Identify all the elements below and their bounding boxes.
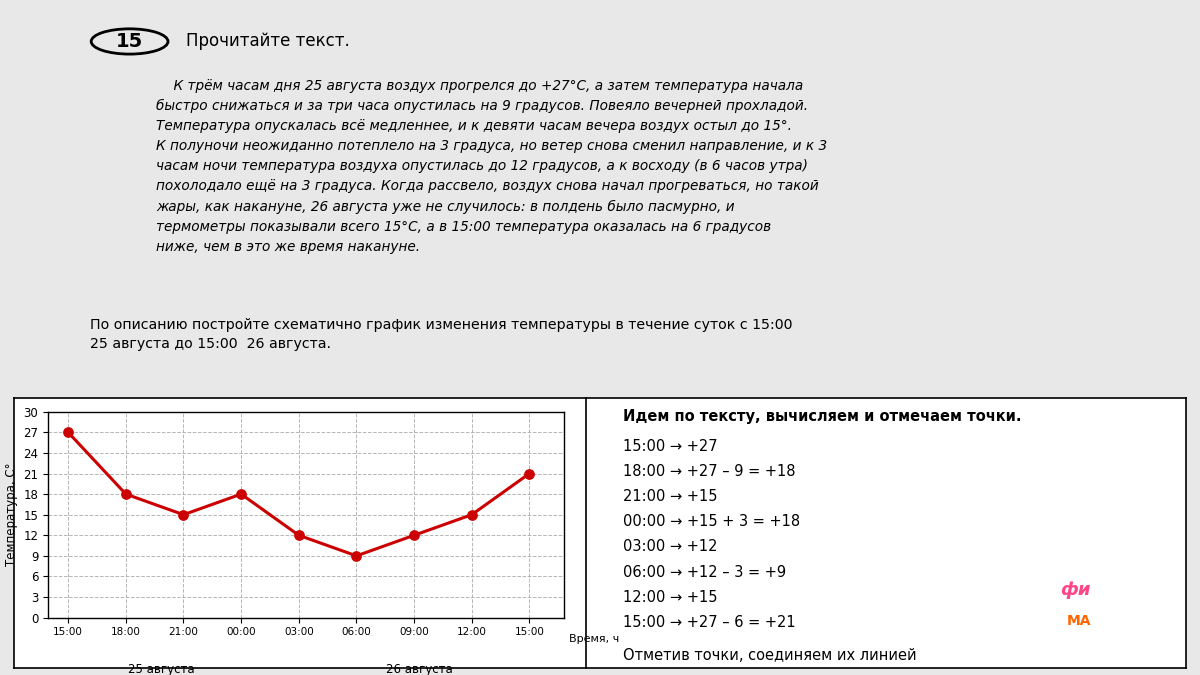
Text: Время, ч: Время, ч xyxy=(569,634,619,644)
Text: 25 августа: 25 августа xyxy=(128,663,194,675)
Point xyxy=(174,509,193,520)
Text: 26 августа: 26 августа xyxy=(386,663,452,675)
Point xyxy=(404,530,424,541)
Text: 15:00 → +27: 15:00 → +27 xyxy=(623,439,718,454)
Text: Отметив точки, соединяем их линией: Отметив точки, соединяем их линией xyxy=(623,647,917,663)
Text: Идем по тексту, вычисляем и отмечаем точки.: Идем по тексту, вычисляем и отмечаем точ… xyxy=(623,409,1021,425)
Text: ИНФИЗМАТ: ИНФИЗМАТ xyxy=(1064,649,1124,659)
Text: 06:00 → +12 – 3 = +9: 06:00 → +12 – 3 = +9 xyxy=(623,564,786,580)
Text: По описанию постройте схематично график изменения температуры в течение суток с : По описанию постройте схематично график … xyxy=(90,318,792,352)
Text: Тематика: Тематика xyxy=(1091,614,1168,628)
Text: 03:00 → +12: 03:00 → +12 xyxy=(623,539,718,554)
Text: зика: зика xyxy=(1091,581,1139,599)
Point xyxy=(289,530,308,541)
Text: ин: ин xyxy=(1074,554,1091,567)
Point xyxy=(462,509,481,520)
Text: 12:00 → +15: 12:00 → +15 xyxy=(623,590,718,605)
Point xyxy=(59,427,78,438)
Text: Прочитайте текст.: Прочитайте текст. xyxy=(186,32,349,51)
Text: 15:00 → +27 – 6 = +21: 15:00 → +27 – 6 = +21 xyxy=(623,615,796,630)
Text: МА: МА xyxy=(1067,614,1091,628)
Point xyxy=(520,468,539,479)
Text: 00:00 → +15 + 3 = +18: 00:00 → +15 + 3 = +18 xyxy=(623,514,800,529)
Text: К трём часам дня 25 августа воздух прогрелся до +27°С, а затем температура начал: К трём часам дня 25 августа воздух прогр… xyxy=(156,79,827,254)
Text: форматика: форматика xyxy=(1091,554,1168,567)
Point xyxy=(232,489,251,500)
Point xyxy=(116,489,136,500)
Text: 15: 15 xyxy=(116,32,143,51)
Text: 18:00 → +27 – 9 = +18: 18:00 → +27 – 9 = +18 xyxy=(623,464,796,479)
Point xyxy=(347,551,366,562)
Text: 21:00 → +15: 21:00 → +15 xyxy=(623,489,718,504)
Y-axis label: Температура, С°: Температура, С° xyxy=(5,463,18,566)
Text: фи: фи xyxy=(1061,581,1091,599)
